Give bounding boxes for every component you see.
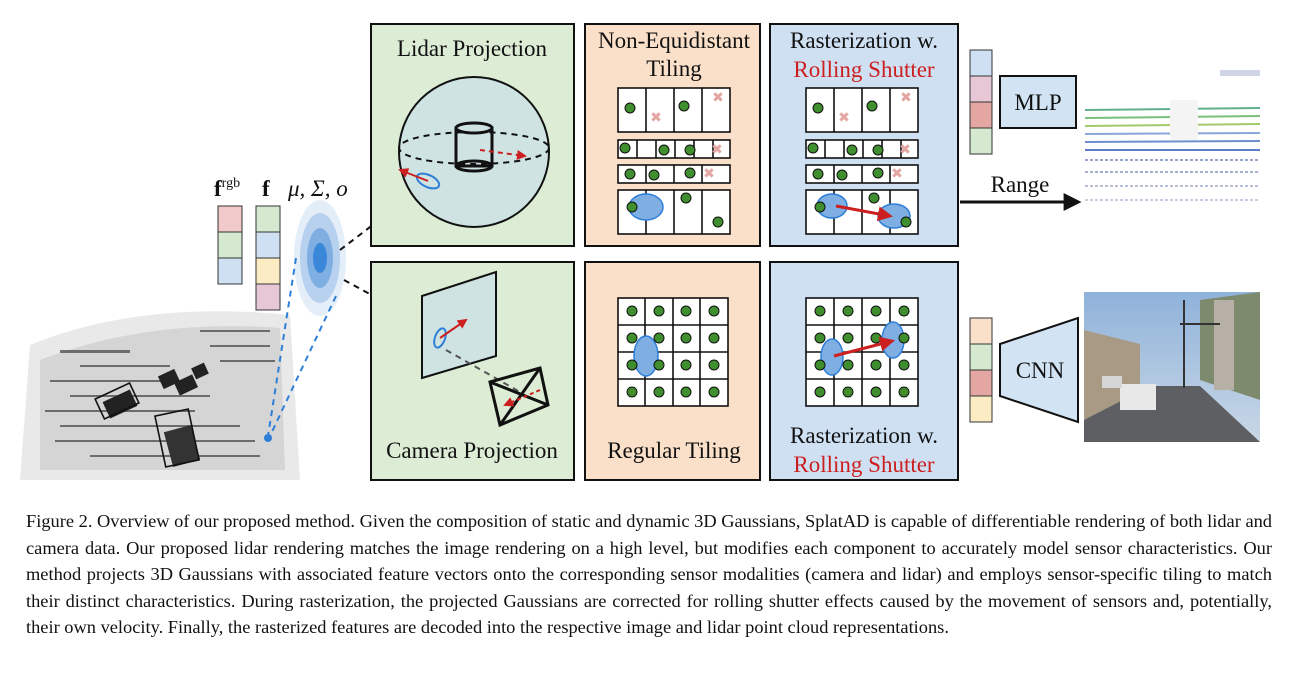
figure-caption: Figure 2. Overview of our proposed metho… (26, 508, 1272, 641)
svg-text:✖: ✖ (712, 90, 724, 106)
raster-top-title-line2: Rolling Shutter (793, 57, 935, 82)
lidar-projection-panel: Lidar Projection (370, 23, 575, 247)
camera-image-output (1084, 292, 1260, 442)
f-rgb-label: frgb (214, 176, 240, 201)
raster-top-title-line1: Rasterization w. (790, 28, 938, 53)
mlp-block: MLP (999, 75, 1077, 129)
gaussian-params-label: μ, Σ, o (287, 176, 348, 201)
method-overview-diagram: frgb f μ, Σ, o Lidar Projection (20, 23, 1261, 481)
lidar-feature-vector (969, 49, 993, 155)
svg-text:✖: ✖ (900, 90, 912, 106)
svg-text:✖: ✖ (650, 110, 662, 126)
lidar-point-cloud-output (1084, 70, 1261, 201)
gaussian-to-scene-lines (267, 257, 337, 437)
raster-bottom-title-line1: Rasterization w. (790, 423, 938, 448)
gaussian-ellipsoid (294, 200, 346, 316)
camera-projection-panel: Camera Projection (370, 261, 575, 481)
point-cloud-scene (20, 311, 300, 480)
raster-bottom-title-line2: Rolling Shutter (793, 452, 935, 477)
figure-caption-text: Overview of our proposed method. Given t… (26, 511, 1273, 638)
range-label: Range (991, 172, 1050, 197)
mlp-label: MLP (1014, 90, 1061, 115)
non-equidistant-title-line2: Tiling (646, 56, 702, 81)
feature-vector-f: f (255, 176, 281, 311)
feature-vector-f-rgb: frgb (214, 176, 243, 285)
rasterization-lidar-panel: Rasterization w. Rolling Shutter ✖ ✖ ✖ ✖ (769, 23, 959, 247)
figure-label: Figure 2. (26, 511, 93, 531)
svg-text:✖: ✖ (899, 142, 911, 158)
lidar-projection-title: Lidar Projection (397, 36, 548, 61)
non-equidistant-tiling-panel: Non-Equidistant Tiling ✖ ✖ ✖ ✖ (584, 23, 761, 247)
non-equidistant-title-line1: Non-Equidistant (598, 28, 751, 53)
svg-text:✖: ✖ (838, 110, 850, 126)
camera-projection-title: Camera Projection (386, 438, 558, 463)
svg-text:✖: ✖ (711, 142, 723, 158)
svg-text:✖: ✖ (891, 166, 903, 182)
f-label: f (262, 176, 270, 201)
camera-feature-vector (969, 317, 993, 423)
svg-text:✖: ✖ (703, 166, 715, 182)
regular-tiling-title: Regular Tiling (607, 438, 741, 463)
cnn-block: CNN (999, 316, 1079, 424)
rasterization-camera-panel: Rasterization w. Rolling Shutter (769, 261, 959, 481)
regular-tiling-panel: Regular Tiling (584, 261, 761, 481)
cnn-label: CNN (1016, 358, 1065, 383)
